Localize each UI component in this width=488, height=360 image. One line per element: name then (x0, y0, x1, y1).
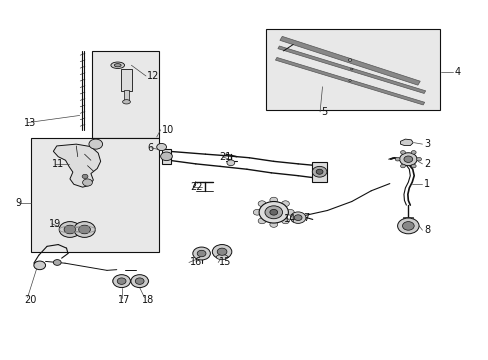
Circle shape (281, 201, 289, 207)
Circle shape (316, 169, 323, 174)
Ellipse shape (89, 142, 102, 146)
Text: 5: 5 (321, 107, 327, 117)
Circle shape (269, 197, 277, 203)
Text: 7: 7 (303, 213, 308, 222)
Bar (195, 253, 207, 256)
Text: 6: 6 (147, 143, 153, 153)
Text: 18: 18 (142, 295, 154, 305)
Bar (216, 251, 227, 257)
Circle shape (74, 222, 95, 237)
Ellipse shape (122, 100, 130, 104)
Bar (266, 30, 439, 110)
Text: 15: 15 (219, 257, 231, 267)
Polygon shape (275, 58, 424, 105)
Circle shape (294, 215, 302, 221)
Circle shape (217, 248, 226, 255)
Circle shape (312, 166, 326, 177)
Text: 2: 2 (423, 159, 429, 169)
Text: 20: 20 (24, 295, 37, 305)
Text: 16: 16 (189, 257, 202, 267)
Circle shape (82, 174, 88, 179)
Circle shape (79, 225, 90, 234)
Circle shape (157, 143, 166, 150)
Circle shape (197, 250, 205, 257)
Bar (403, 217, 412, 220)
Text: 22: 22 (189, 182, 202, 192)
Circle shape (400, 164, 405, 168)
Circle shape (397, 218, 418, 234)
Circle shape (64, 225, 76, 234)
Circle shape (53, 260, 61, 265)
Text: 13: 13 (24, 118, 36, 128)
Circle shape (226, 160, 234, 166)
Text: 9: 9 (15, 198, 21, 208)
Circle shape (34, 261, 45, 270)
Circle shape (348, 80, 350, 81)
Circle shape (259, 202, 288, 223)
Text: 10: 10 (161, 125, 174, 135)
Circle shape (410, 164, 415, 168)
Polygon shape (279, 36, 419, 85)
Circle shape (264, 206, 282, 219)
Bar (92, 51, 159, 138)
Circle shape (192, 247, 210, 260)
Circle shape (350, 68, 352, 70)
Bar (121, 69, 132, 91)
Circle shape (59, 222, 81, 237)
Circle shape (131, 275, 148, 288)
Text: 14: 14 (283, 215, 295, 224)
Text: 12: 12 (147, 71, 159, 81)
Circle shape (269, 210, 277, 215)
Ellipse shape (111, 62, 124, 68)
Circle shape (113, 275, 130, 288)
Polygon shape (400, 139, 412, 145)
Polygon shape (277, 46, 425, 94)
Circle shape (410, 150, 415, 154)
Circle shape (399, 153, 416, 166)
Bar (123, 90, 129, 101)
Bar (161, 149, 171, 164)
Text: 21: 21 (219, 152, 231, 162)
Circle shape (403, 156, 412, 162)
Ellipse shape (216, 255, 227, 260)
Bar (31, 138, 159, 252)
Circle shape (212, 244, 231, 259)
Circle shape (269, 222, 277, 227)
Circle shape (402, 222, 413, 230)
Circle shape (290, 212, 305, 224)
Polygon shape (53, 144, 101, 187)
Circle shape (89, 139, 102, 149)
Circle shape (347, 59, 351, 61)
Text: 1: 1 (423, 179, 429, 189)
Circle shape (286, 210, 294, 215)
Circle shape (394, 157, 399, 161)
Circle shape (400, 150, 405, 154)
Circle shape (253, 210, 261, 215)
Text: 4: 4 (453, 67, 459, 77)
Circle shape (258, 218, 265, 224)
Circle shape (82, 179, 92, 186)
Circle shape (117, 278, 126, 284)
Ellipse shape (114, 64, 121, 67)
Text: 3: 3 (423, 139, 429, 149)
Text: 8: 8 (423, 225, 429, 235)
Circle shape (135, 278, 144, 284)
Circle shape (258, 201, 265, 207)
Text: 17: 17 (118, 295, 130, 305)
Circle shape (160, 152, 172, 161)
Text: 19: 19 (48, 219, 61, 229)
Text: 11: 11 (52, 159, 64, 169)
Bar (311, 162, 327, 182)
Circle shape (281, 218, 289, 224)
Circle shape (416, 157, 421, 161)
